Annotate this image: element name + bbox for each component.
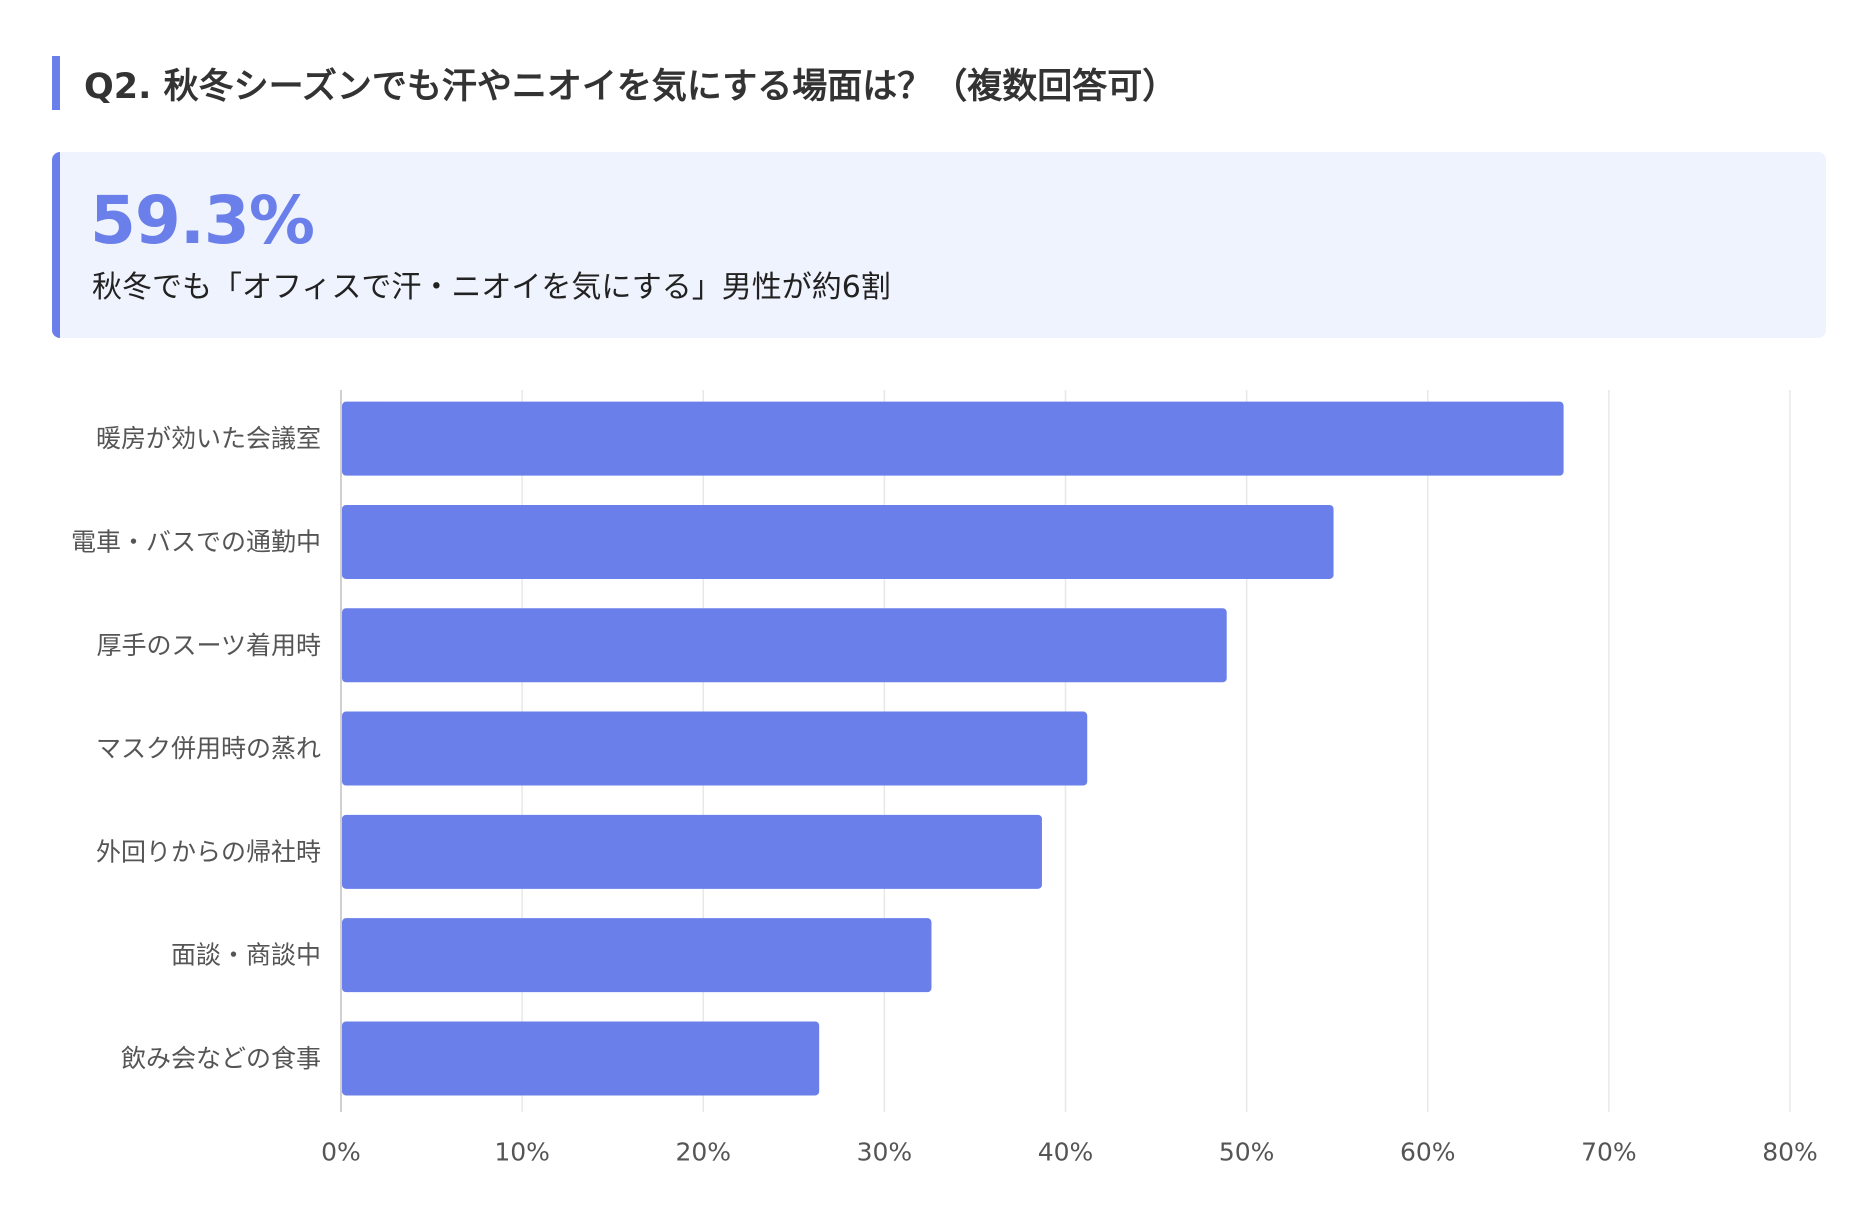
category-label-0: 暖房が効いた会議室 <box>96 424 321 453</box>
category-label-2: 厚手のスーツ着用時 <box>96 631 321 660</box>
category-label-3: マスク併用時の蒸れ <box>96 734 321 763</box>
title-accent-bar <box>52 56 60 110</box>
category-label-6: 飲み会などの食事 <box>121 1044 321 1073</box>
title-block: Q2. 秋冬シーズンでも汗やニオイを気にする場面は？（複数回答可） <box>52 56 1177 110</box>
x-tick-label-4: 40% <box>1038 1138 1094 1167</box>
x-tick-label-5: 50% <box>1219 1138 1275 1167</box>
category-label-4: 外回りからの帰社時 <box>96 837 321 866</box>
page-title: Q2. 秋冬シーズンでも汗やニオイを気にする場面は？（複数回答可） <box>84 66 1178 107</box>
x-tick-label-6: 60% <box>1400 1138 1456 1167</box>
category-label-5: 面談・商談中 <box>171 941 321 970</box>
bar-2 <box>342 608 1227 683</box>
x-tick-label-7: 70% <box>1581 1138 1637 1167</box>
highlight-stat-caption: 秋冬でも「オフィスで汗・ニオイを気にする」男性が約6割 <box>92 270 891 305</box>
category-label-1: 電車・バスでの通勤中 <box>71 527 321 556</box>
bar-5 <box>342 918 932 993</box>
x-tick-label-8: 80% <box>1762 1138 1818 1167</box>
bar-4 <box>342 814 1042 889</box>
bar-3 <box>342 711 1088 786</box>
highlight-box: 59.3% 秋冬でも「オフィスで汗・ニオイを気にする」男性が約6割 <box>52 152 1826 338</box>
bar-6 <box>342 1021 820 1096</box>
bar-1 <box>342 504 1334 579</box>
x-tick-label-3: 30% <box>857 1138 913 1167</box>
x-tick-label-2: 20% <box>675 1138 731 1167</box>
x-tick-label-1: 10% <box>494 1138 550 1167</box>
highlight-stat-value: 59.3% <box>90 182 315 259</box>
x-tick-label-0: 0% <box>321 1138 361 1167</box>
bar-0 <box>342 401 1564 476</box>
bar-chart: 暖房が効いた会議室電車・バスでの通勤中厚手のスーツ着用時マスク併用時の蒸れ外回り… <box>71 390 1818 1167</box>
